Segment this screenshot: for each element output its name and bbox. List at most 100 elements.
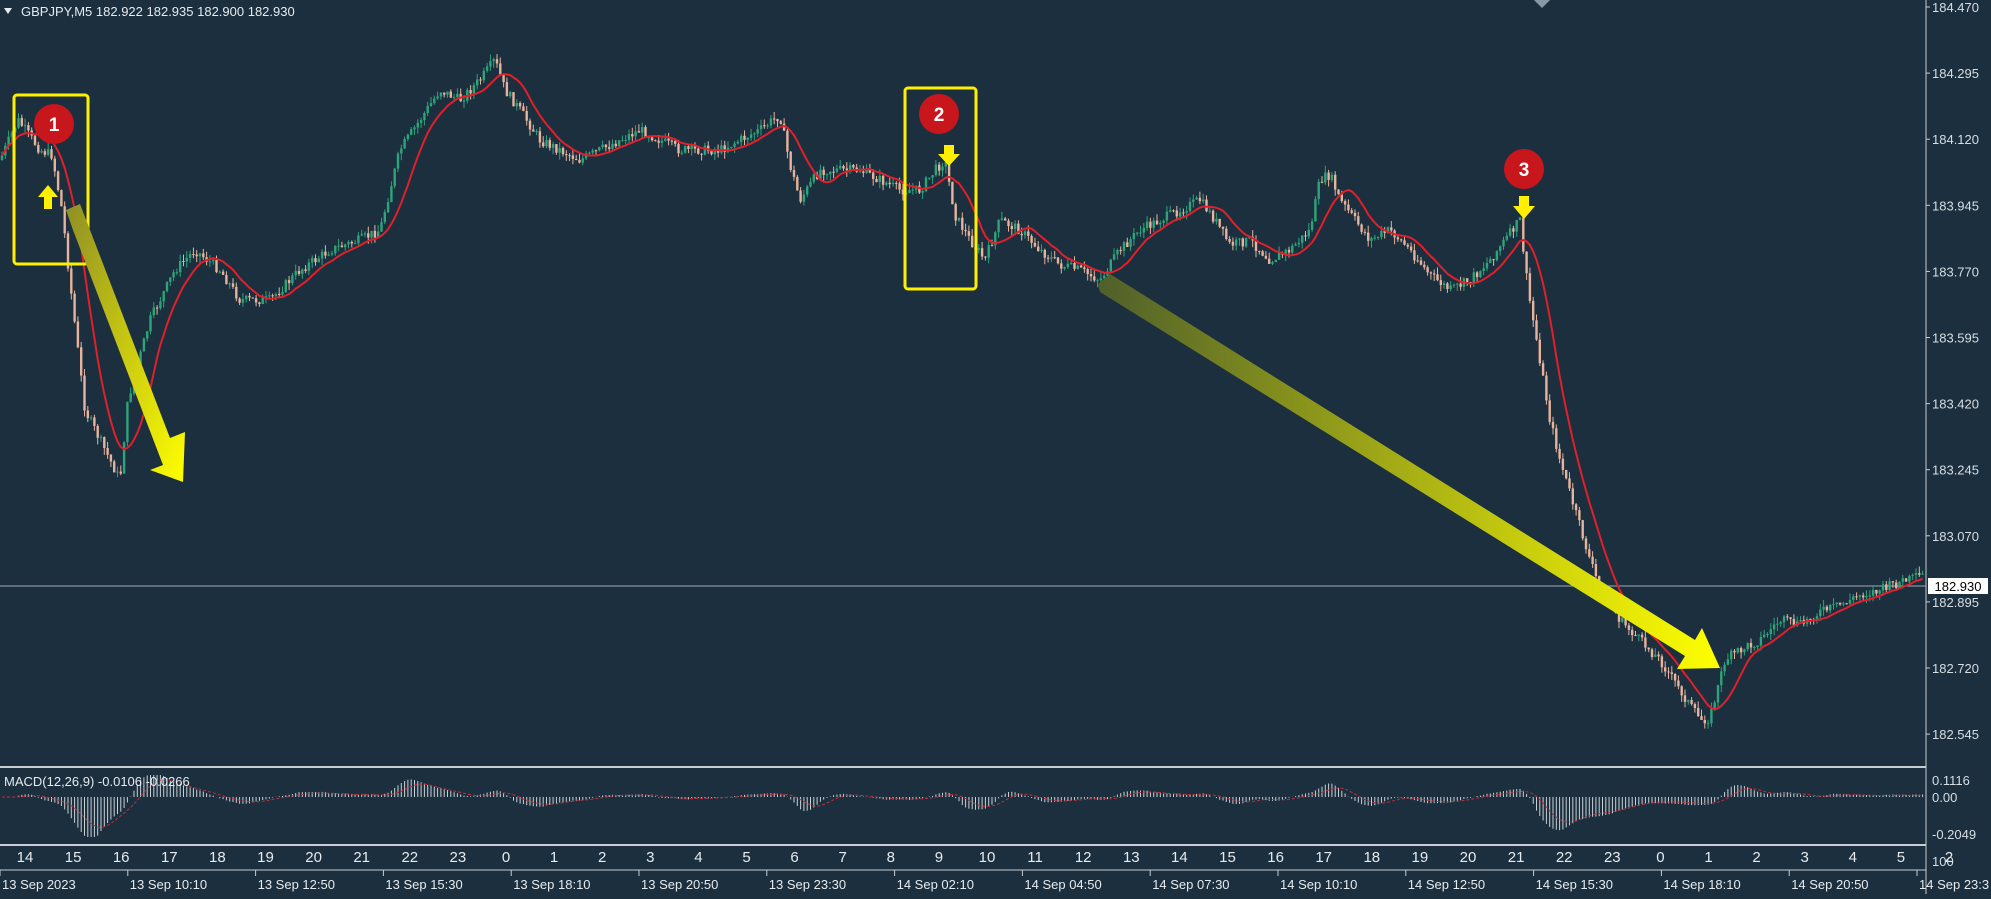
candle-body (113, 461, 116, 473)
candle-body (776, 119, 779, 122)
candle-body (1746, 642, 1749, 650)
candle-body (1640, 634, 1644, 638)
candle-body (1182, 212, 1185, 214)
candle-body (931, 175, 934, 178)
price-axis-label: 183.595 (1932, 331, 1979, 346)
candle-body (1317, 181, 1320, 200)
candle-body (588, 152, 591, 154)
candle-body (990, 245, 994, 247)
candle-body (723, 145, 726, 152)
candle-body (1918, 573, 1921, 575)
candle-body (1063, 267, 1066, 269)
candle-body (875, 178, 878, 183)
candle-body (119, 471, 122, 474)
candle-body (1360, 224, 1363, 232)
candle-body (66, 233, 70, 269)
candle-body (70, 268, 73, 294)
candle-body (1419, 260, 1423, 265)
candle-body (47, 149, 50, 155)
hour-label: 18 (209, 849, 226, 866)
candle-body (598, 147, 601, 151)
candle-body (1848, 600, 1852, 604)
candle-body (449, 91, 452, 98)
candle-body (1518, 217, 1522, 221)
candle-body (1383, 230, 1386, 233)
macd-label-top: 0.1116 (1932, 773, 1970, 788)
candle-body (393, 168, 396, 187)
candle-body (1089, 273, 1093, 277)
candle-body (1228, 239, 1231, 242)
candle-body (1673, 673, 1677, 681)
candle-body (274, 294, 278, 296)
candle-body (1720, 671, 1723, 686)
candle-body (1353, 212, 1357, 217)
candle-body (1591, 556, 1594, 565)
candle-body (231, 283, 235, 287)
candle-body (1439, 280, 1442, 286)
candle-body (1079, 265, 1083, 268)
hour-label: 14 (17, 849, 34, 866)
candle-body (1914, 573, 1918, 575)
candle-body (1881, 584, 1885, 591)
candle-body (1677, 680, 1680, 687)
candle-body (482, 70, 485, 81)
candle-body (1076, 265, 1079, 269)
candle-body (555, 144, 558, 153)
chart-shift-icon[interactable] (1534, 0, 1550, 8)
candle-body (1013, 223, 1017, 229)
candle-body (212, 260, 215, 262)
candle-body (1390, 227, 1393, 231)
candle-body (1446, 283, 1449, 290)
candle-body (1099, 278, 1103, 281)
hour-label: 2 (598, 849, 606, 866)
candle-body (1192, 199, 1195, 202)
candle-body (172, 272, 175, 278)
candle-body (1086, 269, 1089, 274)
candle-body (502, 74, 505, 83)
price-axis-label: 182.545 (1932, 727, 1979, 742)
hour-label: 10 (979, 849, 996, 866)
hour-label: 21 (353, 849, 370, 866)
candle-body (297, 270, 301, 274)
highlight-box-2 (903, 86, 978, 291)
candle-body (373, 230, 377, 238)
candle-body (1792, 618, 1796, 626)
triangle-down-icon[interactable] (4, 8, 12, 14)
candle-body (1304, 235, 1307, 237)
candle-body (862, 171, 865, 173)
candle-body (617, 140, 621, 147)
candle-body (198, 253, 202, 257)
candle-body (1202, 199, 1205, 202)
candle-body (895, 182, 898, 184)
candle-body (1046, 257, 1050, 259)
candle-body (667, 138, 670, 141)
candle-body (1175, 210, 1178, 217)
candle-body (1235, 239, 1238, 246)
candle-body (1023, 231, 1027, 236)
candle-body (1475, 272, 1479, 278)
candle-body (1680, 686, 1683, 696)
candle-body (1116, 249, 1119, 255)
date-label: 14 Sep 07:30 (1152, 877, 1229, 892)
candle-body (551, 144, 555, 148)
candle-body (1452, 284, 1456, 286)
candle-body (1386, 227, 1390, 233)
candle-body (1083, 267, 1086, 270)
candle-body (822, 169, 825, 175)
candle-body (756, 129, 759, 134)
candle-body (700, 153, 703, 155)
candle-body (202, 253, 205, 258)
candle-body (1066, 263, 1070, 268)
candle-body (353, 243, 357, 245)
candle-body (1241, 238, 1244, 247)
candle-body (1895, 582, 1898, 588)
candle-body (522, 106, 525, 112)
candle-body (1644, 637, 1647, 648)
candle-body (93, 417, 96, 426)
candle-body (1297, 242, 1301, 245)
candle-body (1545, 375, 1548, 401)
candle-body (654, 140, 657, 142)
current-price-tag (1928, 578, 1988, 594)
candle-body (254, 298, 258, 303)
